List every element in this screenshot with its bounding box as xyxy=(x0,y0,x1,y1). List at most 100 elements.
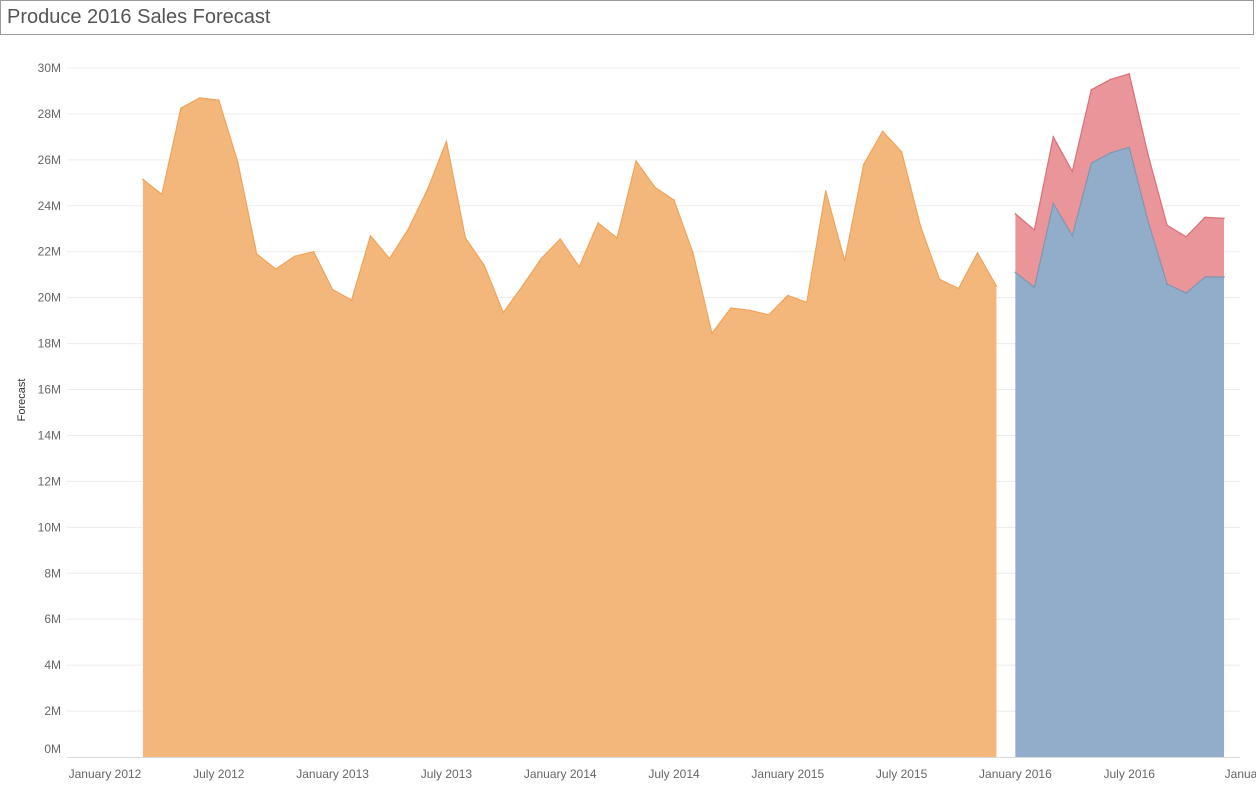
area-series-0-line xyxy=(142,97,997,335)
y-tick-label: 20M xyxy=(38,291,61,305)
data-point xyxy=(957,287,960,290)
data-point xyxy=(919,225,922,228)
data-point xyxy=(995,285,998,288)
x-tick-label: July 2014 xyxy=(648,767,700,781)
y-tick-label: 0M xyxy=(44,742,61,756)
data-point xyxy=(255,253,258,255)
data-point xyxy=(673,199,675,201)
data-point xyxy=(502,311,505,314)
y-tick-label: 14M xyxy=(38,428,61,442)
data-point xyxy=(862,163,865,166)
data-point xyxy=(1166,283,1168,285)
data-point xyxy=(730,307,732,309)
data-point xyxy=(464,237,467,239)
data-point xyxy=(843,260,846,262)
area-series-1-line xyxy=(1015,72,1225,238)
data-point xyxy=(1185,292,1187,294)
data-point xyxy=(540,257,542,260)
data-point xyxy=(1052,202,1055,205)
y-tick-label: 8M xyxy=(44,566,61,580)
data-point xyxy=(692,252,694,254)
data-point xyxy=(1014,271,1017,274)
data-point xyxy=(824,190,827,192)
data-point xyxy=(768,314,770,316)
y-tick-label: 18M xyxy=(38,337,61,351)
data-point xyxy=(1147,221,1149,223)
y-tick-label: 24M xyxy=(38,199,61,213)
area-series-0 xyxy=(142,97,997,757)
data-point xyxy=(635,160,637,162)
data-point xyxy=(161,193,163,196)
y-axis-title: Forecast xyxy=(16,379,28,422)
x-tick-label: July 2016 xyxy=(1104,767,1156,781)
y-tick-label: 12M xyxy=(38,474,61,488)
data-point xyxy=(1090,162,1093,165)
area-series-2 xyxy=(1015,147,1225,757)
x-tick-label: January 2014 xyxy=(524,767,597,781)
data-point xyxy=(388,257,391,260)
data-point xyxy=(749,309,751,312)
data-point xyxy=(900,151,903,153)
data-point xyxy=(1014,213,1017,215)
data-point xyxy=(1052,136,1055,138)
data-point xyxy=(426,188,429,191)
data-point xyxy=(1071,234,1074,237)
x-tick-label: July 2013 xyxy=(421,767,473,781)
data-point xyxy=(1166,224,1168,227)
data-point xyxy=(1128,72,1130,75)
title-bar: Produce 2016 Sales Forecast xyxy=(0,0,1254,35)
x-tick-label: January 2013 xyxy=(296,767,369,781)
data-point xyxy=(559,238,561,240)
data-point xyxy=(1223,276,1225,278)
data-point xyxy=(274,268,277,270)
y-axis: 0M 2M 4M 6M 8M 10M 12M 14M 16M 18M 20M 22M 24M 26M 28M… xyxy=(38,61,61,756)
y-tick-label: 28M xyxy=(38,107,61,121)
y-tick-label: 10M xyxy=(38,520,61,534)
chart-title: Produce 2016 Sales Forecast xyxy=(7,6,271,28)
y-tick-label: 6M xyxy=(44,612,61,626)
data-point xyxy=(1204,216,1206,219)
x-tick-label: January 2016 xyxy=(979,767,1052,781)
data-point xyxy=(1109,152,1111,154)
y-tick-label: 2M xyxy=(44,704,61,718)
x-tick-label: January 2015 xyxy=(751,767,824,781)
data-point xyxy=(1147,154,1149,157)
x-tick-label: Januar xyxy=(1225,767,1256,781)
data-point xyxy=(199,97,201,99)
area-series-2-line xyxy=(1015,146,1224,294)
data-point xyxy=(218,99,220,101)
data-point xyxy=(654,186,656,189)
data-point xyxy=(881,130,884,132)
data-point xyxy=(1071,170,1074,173)
y-tick-label: 26M xyxy=(38,153,61,167)
data-point xyxy=(369,234,372,237)
y-tick-label: 16M xyxy=(38,383,61,397)
data-point xyxy=(1204,276,1206,278)
data-point xyxy=(806,301,808,304)
data-point xyxy=(312,250,315,253)
data-point xyxy=(787,294,789,297)
data-point xyxy=(578,265,580,268)
x-tick-label: January 2012 xyxy=(69,767,142,781)
data-point xyxy=(521,285,524,288)
data-point xyxy=(1033,286,1036,289)
x-axis: January 2012 July 2012 January 2013 July 20… xyxy=(69,767,1256,781)
data-point xyxy=(597,222,599,224)
data-point xyxy=(350,299,353,301)
y-tick-label: 4M xyxy=(44,658,61,672)
y-tick-label: 22M xyxy=(38,245,61,259)
data-point xyxy=(1128,146,1130,148)
data-point xyxy=(445,140,448,143)
x-tick-label: July 2012 xyxy=(193,767,245,781)
data-point xyxy=(483,264,486,267)
data-point xyxy=(938,278,941,281)
data-point xyxy=(1223,217,1225,220)
data-point xyxy=(237,161,239,163)
chart-areas xyxy=(142,72,1225,757)
data-point xyxy=(331,288,334,291)
data-point xyxy=(1033,229,1036,231)
data-point xyxy=(616,237,618,239)
data-point xyxy=(293,255,296,258)
data-point xyxy=(1090,89,1093,91)
